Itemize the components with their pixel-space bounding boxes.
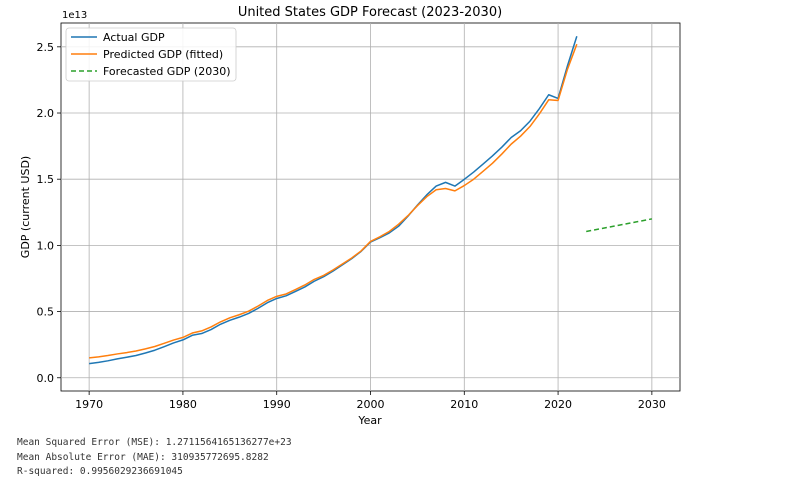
x-tick-label-1990: 1990 xyxy=(263,398,291,411)
mae-text: Mean Absolute Error (MAE): 310935772695.… xyxy=(17,452,269,463)
x-tick-label-2010: 2010 xyxy=(450,398,478,411)
y-tick-label-1: 0.5 xyxy=(37,306,55,319)
y-axis-label: GDP (current USD) xyxy=(19,156,32,258)
y-tick-label-5: 2.5 xyxy=(37,41,55,54)
series-line-forecast xyxy=(586,218,653,233)
axis-ticks: 1970 1980 1990 2000 2010 2020 2030 0.0 0.5 1.0 1.5… xyxy=(37,41,666,411)
y-tick-label-4: 2.0 xyxy=(37,107,55,120)
y-tick-label-0: 0.0 xyxy=(37,372,55,385)
chart: United States GDP Forecast (2023-2030) 1… xyxy=(19,5,681,427)
r2-text: R-squared: 0.9956029236691045 xyxy=(17,466,183,477)
y-tick-label-3: 1.5 xyxy=(37,173,55,186)
legend-box xyxy=(65,27,237,82)
x-tick-label-2000: 2000 xyxy=(357,398,385,411)
series-lines xyxy=(89,36,653,365)
legend-label-actual: Actual GDP xyxy=(103,31,165,44)
series-line-predicted xyxy=(89,43,578,359)
legend: Actual GDP Predicted GDP (fitted) Foreca… xyxy=(65,27,237,82)
x-tick-label-2030: 2030 xyxy=(638,398,666,411)
x-tick-label-2020: 2020 xyxy=(544,398,572,411)
legend-label-predicted: Predicted GDP (fitted) xyxy=(103,48,223,61)
chart-title: United States GDP Forecast (2023-2030) xyxy=(238,5,502,20)
legend-label-forecast: Forecasted GDP (2030) xyxy=(103,65,231,78)
x-tick-label-1980: 1980 xyxy=(169,398,197,411)
x-axis-label: Year xyxy=(357,414,382,427)
y-offset-label: 1e13 xyxy=(62,10,87,21)
x-tick-label-1970: 1970 xyxy=(75,398,103,411)
mse-text: Mean Squared Error (MSE): 1.271156416513… xyxy=(17,437,292,448)
series-line-actual xyxy=(89,36,578,365)
y-tick-label-2: 1.0 xyxy=(37,239,55,252)
